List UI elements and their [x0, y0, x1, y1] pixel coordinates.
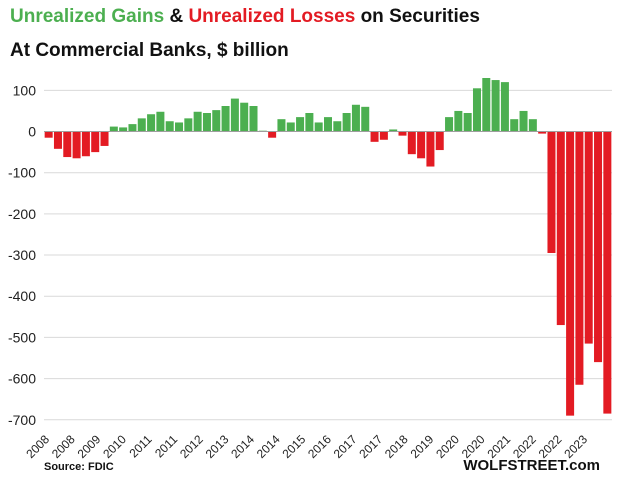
- bar: [389, 129, 398, 132]
- x-tick-label: 2013: [203, 432, 232, 461]
- bar: [240, 102, 249, 132]
- bar: [472, 88, 481, 132]
- bar: [156, 111, 165, 132]
- x-tick-label: 2017: [356, 432, 385, 461]
- title-part: Unrealized Gains: [10, 6, 165, 27]
- bar: [193, 111, 202, 132]
- x-tick-label: 2012: [177, 432, 206, 461]
- y-tick-label: -200: [8, 206, 36, 222]
- bar: [286, 122, 295, 132]
- x-tick-label: 2008: [49, 432, 78, 461]
- chart-subtitle: At Commercial Banks, $ billion: [10, 40, 289, 61]
- bar: [91, 131, 100, 153]
- y-tick-label: 100: [13, 82, 37, 98]
- bar: [547, 131, 556, 253]
- chart-title: Unrealized Gains & Unrealized Losses on …: [10, 6, 480, 28]
- bar: [53, 131, 62, 149]
- bar: [165, 121, 174, 132]
- title-part: Unrealized Losses: [188, 6, 356, 27]
- y-tick-label: -400: [8, 288, 36, 304]
- bar: [435, 131, 444, 151]
- bar: [100, 131, 109, 146]
- bar: [417, 131, 426, 159]
- x-tick-label: 2019: [408, 432, 437, 461]
- y-tick-label: 0: [28, 124, 36, 140]
- x-tick-label: 2020: [433, 432, 462, 461]
- x-tick-label: 2016: [305, 432, 334, 461]
- bar: [109, 126, 118, 132]
- y-tick-label: -500: [8, 329, 36, 345]
- bar: [379, 131, 388, 140]
- bar: [351, 104, 360, 132]
- bar: [454, 110, 463, 132]
- x-tick-label: 2011: [126, 432, 154, 460]
- bar: [584, 131, 593, 344]
- bar: [81, 131, 90, 157]
- bar: [361, 106, 370, 132]
- bar: [556, 131, 565, 326]
- bar: [342, 113, 351, 132]
- bar: [128, 124, 137, 132]
- bar: [137, 118, 146, 132]
- x-tick-label: 2008: [23, 432, 52, 461]
- brand-label: WOLFSTREET.com: [463, 457, 600, 474]
- x-tick-label: 2011: [152, 432, 180, 460]
- bar: [426, 131, 435, 167]
- x-tick-label: 2014: [254, 432, 283, 461]
- bar: [445, 117, 454, 132]
- bar: [370, 131, 379, 142]
- x-tick-label: 2018: [382, 432, 411, 461]
- bar: [566, 131, 575, 416]
- bar: [603, 131, 612, 414]
- bar: [221, 106, 230, 132]
- bar: [500, 82, 509, 132]
- y-tick-label: -100: [8, 165, 36, 181]
- bar: [44, 131, 53, 138]
- y-tick-label: -300: [8, 247, 36, 263]
- bar: [575, 131, 584, 385]
- x-tick-label: 2017: [331, 432, 360, 461]
- bar: [314, 122, 323, 132]
- bar: [528, 119, 537, 132]
- bar: [333, 121, 342, 132]
- bar: [72, 131, 81, 159]
- x-tick-label: 2010: [100, 432, 129, 461]
- y-tick-label: -700: [8, 412, 36, 428]
- bar: [249, 106, 258, 132]
- bar: [296, 117, 305, 132]
- bar: [184, 118, 193, 132]
- bar: [407, 131, 416, 155]
- bar: [202, 113, 211, 132]
- bar: [398, 131, 407, 136]
- bar: [175, 122, 184, 132]
- title-part: on Securities: [355, 6, 480, 27]
- bar: [212, 110, 221, 132]
- title-part: &: [164, 6, 189, 27]
- bar: [491, 80, 500, 132]
- bar: [482, 78, 491, 132]
- x-tick-label: 2015: [280, 432, 309, 461]
- bar: [147, 114, 156, 132]
- bar: [268, 131, 277, 138]
- bar: [119, 127, 128, 132]
- bar: [277, 119, 286, 132]
- x-tick-label: 2014: [228, 432, 257, 461]
- source-note: Source: FDIC: [44, 461, 114, 473]
- bar: [463, 113, 472, 132]
- bar: [519, 110, 528, 132]
- bar: [63, 131, 72, 158]
- bar: [538, 131, 547, 134]
- bar: [594, 131, 603, 363]
- bar: [323, 117, 333, 132]
- x-tick-label: 2009: [75, 432, 104, 461]
- bar: [230, 98, 239, 132]
- bar: [510, 119, 519, 132]
- bar: [305, 113, 314, 132]
- y-tick-label: -600: [8, 371, 36, 387]
